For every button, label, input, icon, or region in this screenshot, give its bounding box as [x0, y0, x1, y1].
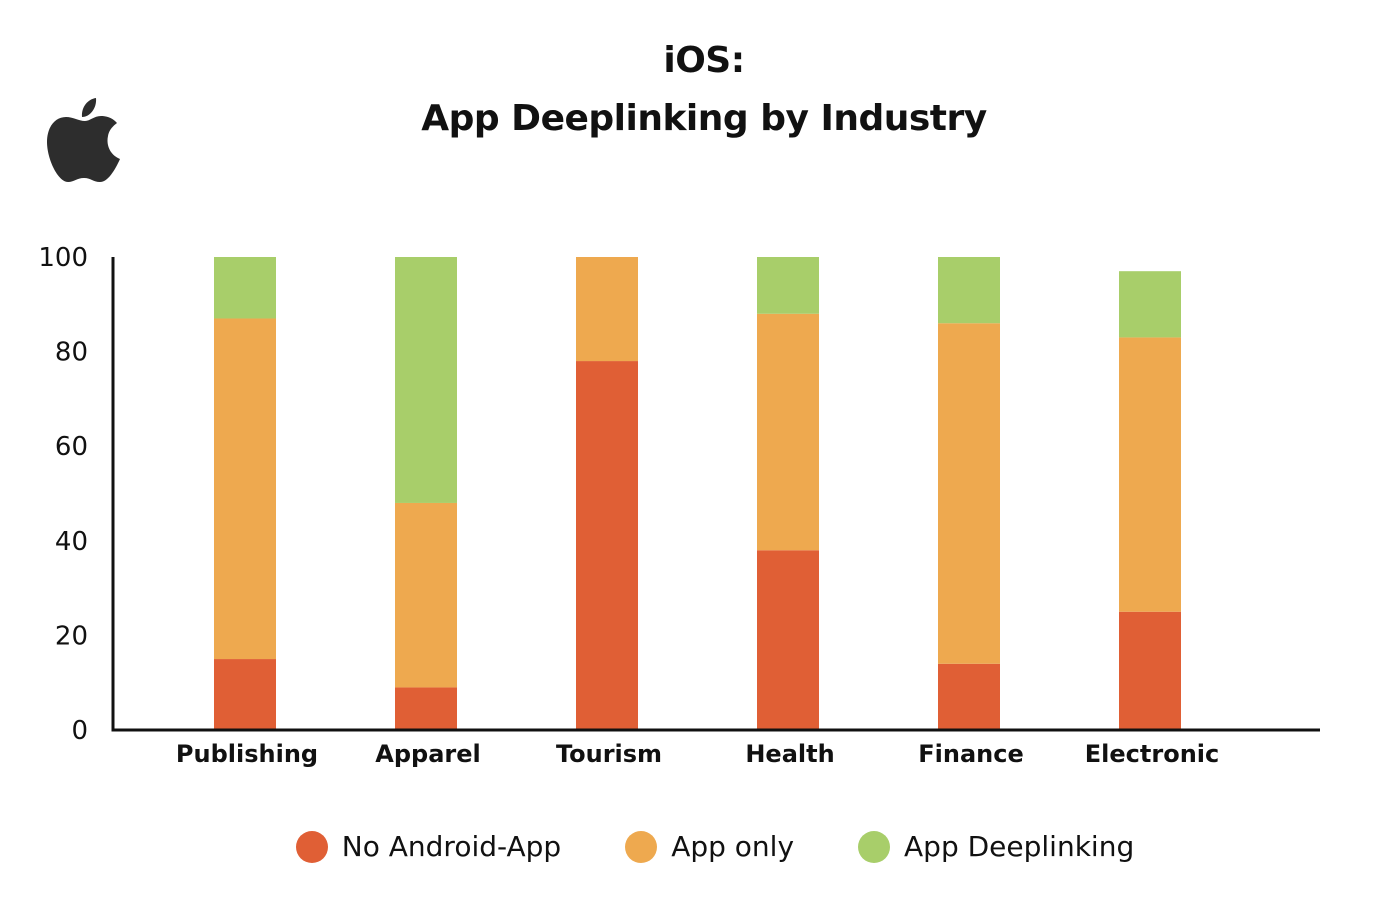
bar-health-app-only: [757, 313, 819, 551]
bar-electronic-app-deeplinking: [1119, 271, 1181, 338]
legend-item-no-android-app: No Android-App: [295, 830, 562, 863]
y-tick-label: 0: [71, 716, 88, 746]
chart-title-line-2: App Deeplinking by Industry: [421, 98, 987, 139]
apple-logo-icon: [47, 98, 120, 182]
x-tick-label: Health: [745, 740, 834, 768]
y-tick-label: 40: [55, 527, 88, 557]
legend-label-no-android-app: No Android-App: [341, 830, 562, 863]
legend-item-app-only: App only: [625, 830, 794, 863]
bar-apparel-no-android-app: [395, 687, 457, 730]
x-tick-label: Publishing: [176, 740, 318, 768]
y-tick-label: 20: [55, 621, 88, 651]
bar-apparel-app-only: [395, 502, 457, 688]
bar-apparel-app-deeplinking: [395, 257, 457, 503]
bar-finance-no-android-app: [938, 663, 1000, 730]
bar-tourism-app-only: [576, 257, 638, 362]
y-tick-label: 100: [38, 243, 88, 273]
bar-tourism-no-android-app: [576, 361, 638, 730]
legend-label-app-deeplinking: App Deeplinking: [904, 830, 1135, 863]
legend-swatch-app-deeplinking: [858, 830, 891, 863]
chart-legend: No Android-App App only App Deeplinking: [0, 830, 1380, 863]
bar-finance-app-only: [938, 323, 1000, 664]
legend-item-app-deeplinking: App Deeplinking: [858, 830, 1134, 863]
legend-label-app-only: App only: [671, 830, 795, 863]
bar-publishing-no-android-app: [214, 659, 276, 730]
bar-electronic-app-only: [1119, 337, 1181, 612]
y-tick-label: 80: [55, 338, 88, 368]
bar-electronic-no-android-app: [1119, 611, 1181, 730]
x-tick-label: Tourism: [556, 740, 662, 768]
chart-title-line-1: iOS:: [663, 40, 745, 81]
y-tick-label: 60: [55, 432, 88, 462]
legend-swatch-no-android-app: [295, 830, 328, 863]
x-tick-label: Finance: [918, 740, 1024, 768]
bar-finance-app-deeplinking: [938, 257, 1000, 324]
x-tick-label: Electronic: [1085, 740, 1219, 768]
bar-health-no-android-app: [757, 550, 819, 730]
bar-health-app-deeplinking: [757, 257, 819, 314]
bar-publishing-app-deeplinking: [214, 257, 276, 319]
x-tick-label: Apparel: [375, 740, 480, 768]
legend-swatch-app-only: [625, 830, 658, 863]
bar-publishing-app-only: [214, 318, 276, 660]
chart-title: iOS: App Deeplinking by Industry: [0, 32, 1380, 148]
